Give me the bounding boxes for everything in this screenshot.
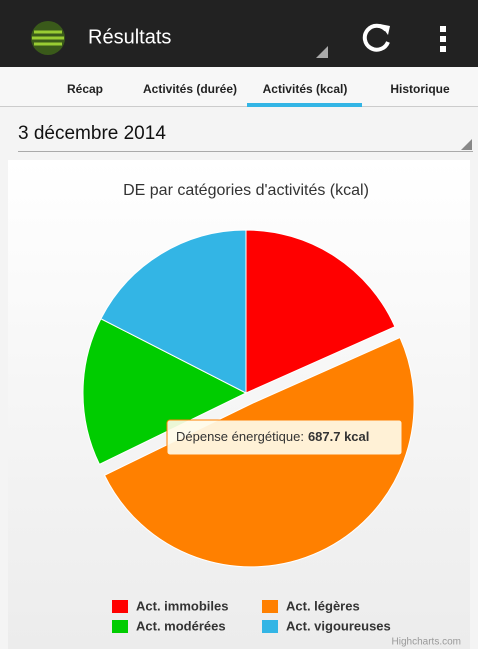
legend-label: Act. vigoureuses <box>286 618 391 633</box>
tab-indicator <box>247 103 362 107</box>
date-spinner[interactable]: 3 décembre 2014 <box>18 123 166 144</box>
credit[interactable]: Highcharts.com <box>392 637 461 648</box>
tab-selected[interactable]: Activités (kcal) <box>263 82 348 96</box>
tab[interactable]: Activités (durée) <box>143 82 237 96</box>
pie-slice <box>245 229 396 394</box>
refresh-icon[interactable] <box>362 23 390 52</box>
legend-swatch <box>112 600 128 613</box>
app-title: Résultats <box>88 26 171 48</box>
legend-swatch <box>262 620 278 633</box>
menu-icon[interactable] <box>440 26 446 52</box>
chart-title: DE par catégories d'activités (kcal) <box>123 182 369 199</box>
tooltip-label: Dépense énergétique: <box>176 429 304 444</box>
spinner-underline <box>18 151 473 152</box>
tab[interactable]: Récap <box>67 82 103 96</box>
tooltip: Dépense énergétique: 687.7 kcal <box>176 429 369 444</box>
app-bar <box>0 0 478 67</box>
spinner-corner <box>461 139 472 150</box>
app-icon-stripes <box>32 30 64 46</box>
tooltip-box <box>166 419 403 456</box>
legend-label: Act. immobiles <box>136 598 228 613</box>
legend-swatch <box>262 600 278 613</box>
pie-slice <box>82 318 248 466</box>
pie-slice <box>100 229 247 394</box>
refresh-arrow <box>380 24 390 35</box>
legend-label: Act. modérées <box>136 618 226 633</box>
tooltip-value: 687.7 kcal <box>308 429 369 444</box>
tab[interactable]: Historique <box>390 82 450 96</box>
tab-bar <box>0 67 478 107</box>
spinner-corner <box>316 46 328 58</box>
legend-label: Act. légères <box>286 598 360 613</box>
tab-divider <box>0 106 478 107</box>
legend-swatch <box>112 620 128 633</box>
